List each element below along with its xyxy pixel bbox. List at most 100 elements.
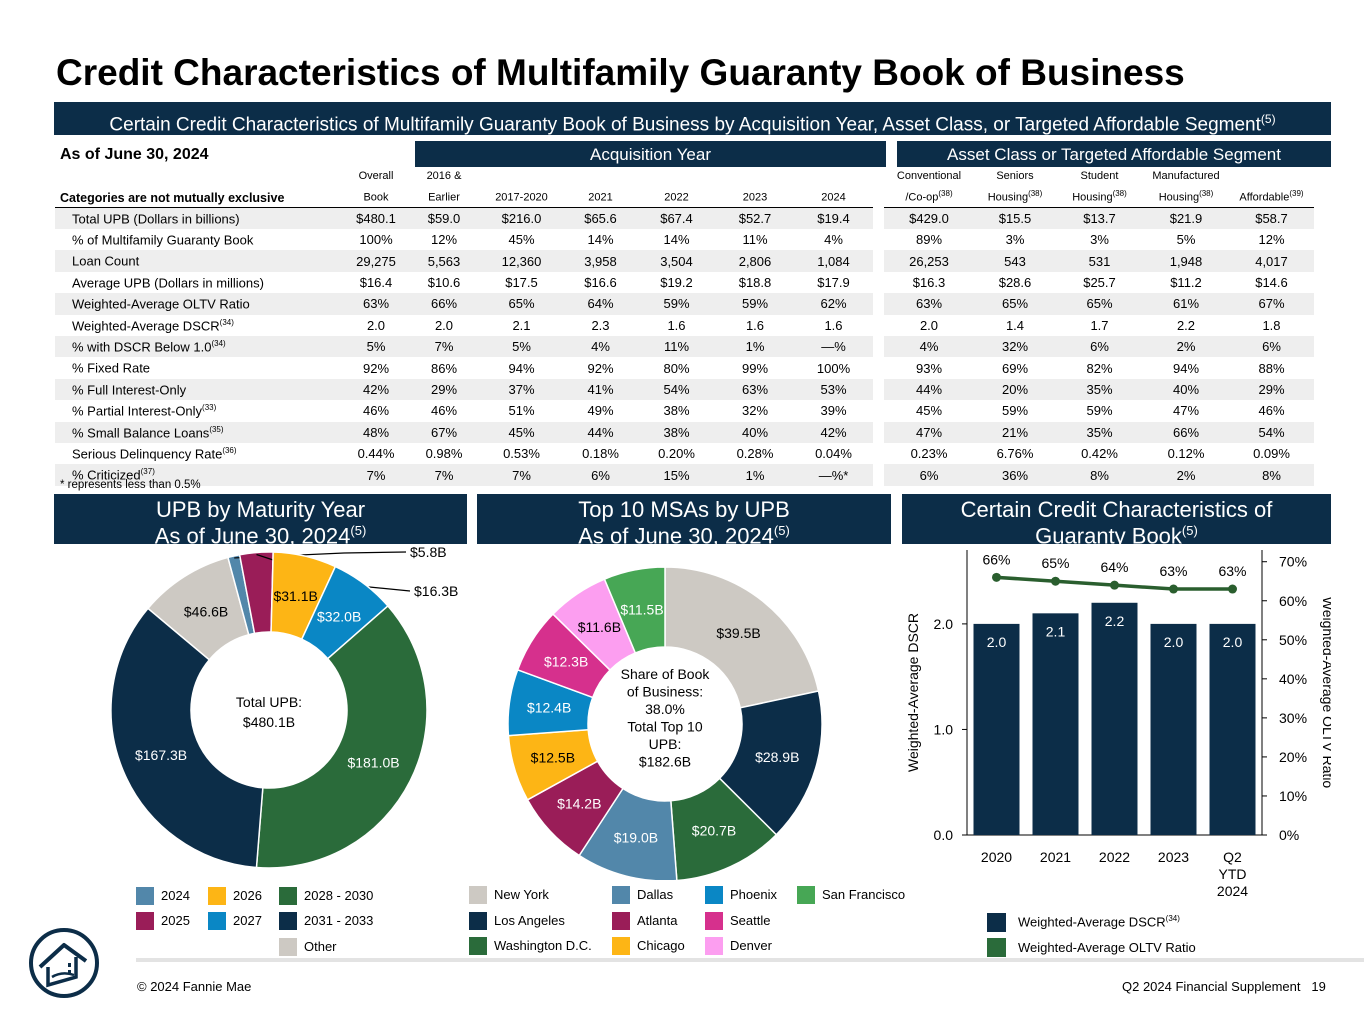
row-label: Weighted-Average DSCR(34) (55, 315, 343, 336)
table-cell: 35% (1056, 378, 1143, 401)
table-cell: $18.8 (738, 275, 772, 291)
column-gap (873, 250, 884, 272)
table-cell: 66% (409, 293, 479, 315)
table-cell: 59% (637, 293, 716, 315)
msa-legend-swatch (797, 886, 815, 904)
slice-label: $20.7B (692, 822, 736, 838)
table-cell: 543 (974, 250, 1056, 272)
maturity-legend-label: 2028 - 2030 (304, 888, 374, 903)
column-header-line2: 2024 (821, 191, 846, 204)
table-cell: 46% (362, 403, 390, 419)
msa-legend-label: Dallas (637, 887, 674, 902)
column-header-line2: Earlier (428, 191, 460, 204)
panel-msa-note: (5) (773, 523, 790, 538)
dscr-bar (1032, 613, 1079, 835)
maturity-legend-label: Other (304, 939, 337, 954)
msa-legend-label: Los Angeles (494, 913, 565, 928)
table-cell: 94% (1172, 360, 1200, 376)
table-cell: $480.1 (343, 207, 409, 230)
table-cell: 14% (587, 232, 614, 248)
table-cell: 92% (587, 360, 614, 376)
table-cell: 63% (716, 378, 794, 401)
slice-label: $12.4B (527, 700, 571, 716)
panel-credit-line2: Guaranty Book (1035, 523, 1182, 549)
x-tick-label: YTD (1219, 866, 1247, 882)
table-cell: 67% (1229, 293, 1314, 315)
table-cell: $19.4 (794, 207, 873, 230)
maturity-legend-label: 2024 (161, 888, 190, 903)
table-cell: 2% (1143, 464, 1229, 486)
table-cell: 88% (1258, 360, 1285, 376)
row-label-note: (35) (209, 424, 224, 434)
row-label: % Fixed Rate (55, 357, 343, 378)
table-row: % Partial Interest-Only(33) 46% 46% 51% 49% 3… (55, 400, 1314, 422)
table-cell: 20% (974, 378, 1056, 401)
footer-doc-info: Q2 2024 Financial Supplement 19 (1122, 979, 1326, 994)
msa-legend-swatch (469, 912, 487, 930)
table-cell: 44% (884, 378, 974, 401)
slice-label: $11.6B (578, 619, 621, 635)
column-gap (873, 207, 884, 230)
row-label-note: (34) (219, 317, 234, 327)
table-cell: 0.20% (658, 446, 695, 462)
x-tick-label: 2024 (1217, 883, 1248, 899)
table-cell: 8% (1056, 464, 1143, 486)
panel-maturity-line2: As of June 30, 2024 (154, 523, 351, 549)
dscr-bar (973, 623, 1020, 835)
column-gap (873, 271, 884, 294)
column-header: Manufactured Housing(38) (1143, 168, 1229, 208)
row-label: Serious Delinquency Rate(36) (55, 443, 343, 464)
table-cell: 6.76% (996, 446, 1034, 462)
table-cell: $19.2 (660, 275, 693, 291)
as-of-date: As of June 30, 2024 (60, 146, 209, 163)
table-row: Loan Count 29,275 5,563 12,360 3,958 3,504 2,8… (55, 250, 1314, 272)
column-header: Conventional/Co-op(38) (884, 168, 974, 208)
column-header-line1: Student (1080, 170, 1119, 182)
table-cell: 100% (816, 360, 851, 376)
y2-tick-label: 60% (1279, 593, 1307, 609)
table-cell: 63% (343, 293, 409, 315)
x-tick-label: Q2 (1223, 849, 1242, 865)
panel-header-maturity: UPB by Maturity Year As of June 30, 2024… (54, 494, 467, 547)
table-cell: $429.0 (884, 207, 974, 230)
table-cell: $17.9 (817, 275, 850, 291)
legend-dscr-note: (34) (1165, 914, 1180, 923)
table-cell: $11.2 (1170, 275, 1202, 291)
slice-label: $46.6B (184, 603, 228, 619)
table-cell: 531 (1056, 250, 1143, 272)
table-cell: 39% (820, 403, 847, 419)
column-header: 2023 (716, 168, 794, 208)
y2-tick-label: 70% (1279, 554, 1307, 570)
legend-label-oltv: Weighted-Average OLTV Ratio (1018, 940, 1196, 955)
table-row: Weighted-Average DSCR(34) 2.0 2.0 2.1 2.3 1.6… (55, 314, 1314, 336)
y2-tick-label: 30% (1279, 710, 1307, 726)
column-gap (873, 336, 884, 358)
table-cell: $14.6 (1255, 275, 1288, 291)
row-label-text: Average UPB (Dollars in millions) (72, 275, 264, 291)
table-cell: 7% (409, 464, 479, 486)
table-cell: $59.0 (409, 207, 479, 230)
column-header-line2: /Co-op (905, 191, 939, 204)
msa-legend-label: Atlanta (637, 913, 678, 928)
msa-legend-swatch (705, 937, 723, 955)
table-cell: 14% (663, 232, 690, 248)
y2-axis-title: Weighted-Average OLTV Ratio (1320, 597, 1331, 789)
table-cell: 45% (479, 421, 564, 443)
maturity-legend-swatch (279, 938, 297, 956)
table-cell: 0.18% (582, 446, 619, 462)
table-cell: 40% (716, 421, 794, 443)
panel-maturity-note: (5) (350, 523, 367, 538)
table-cell: 11% (742, 232, 768, 248)
maturity-legend-label: 2031 - 2033 (304, 913, 374, 928)
column-header-note: (38) (1112, 189, 1127, 198)
column-gap (873, 400, 884, 422)
table-cell: 1.6 (667, 317, 686, 333)
table-cell: 5,563 (409, 250, 479, 272)
credit-characteristics-table: Categories are not mutually exclusive Ove… (55, 168, 1314, 486)
donut-slice-new-york (664, 566, 820, 709)
table-cell: 42% (794, 421, 873, 443)
table-cell: 2,806 (716, 250, 794, 272)
msa-legend-label: Chicago (637, 938, 685, 953)
table-cell: 1% (716, 464, 794, 486)
msa-legend-swatch (612, 886, 630, 904)
